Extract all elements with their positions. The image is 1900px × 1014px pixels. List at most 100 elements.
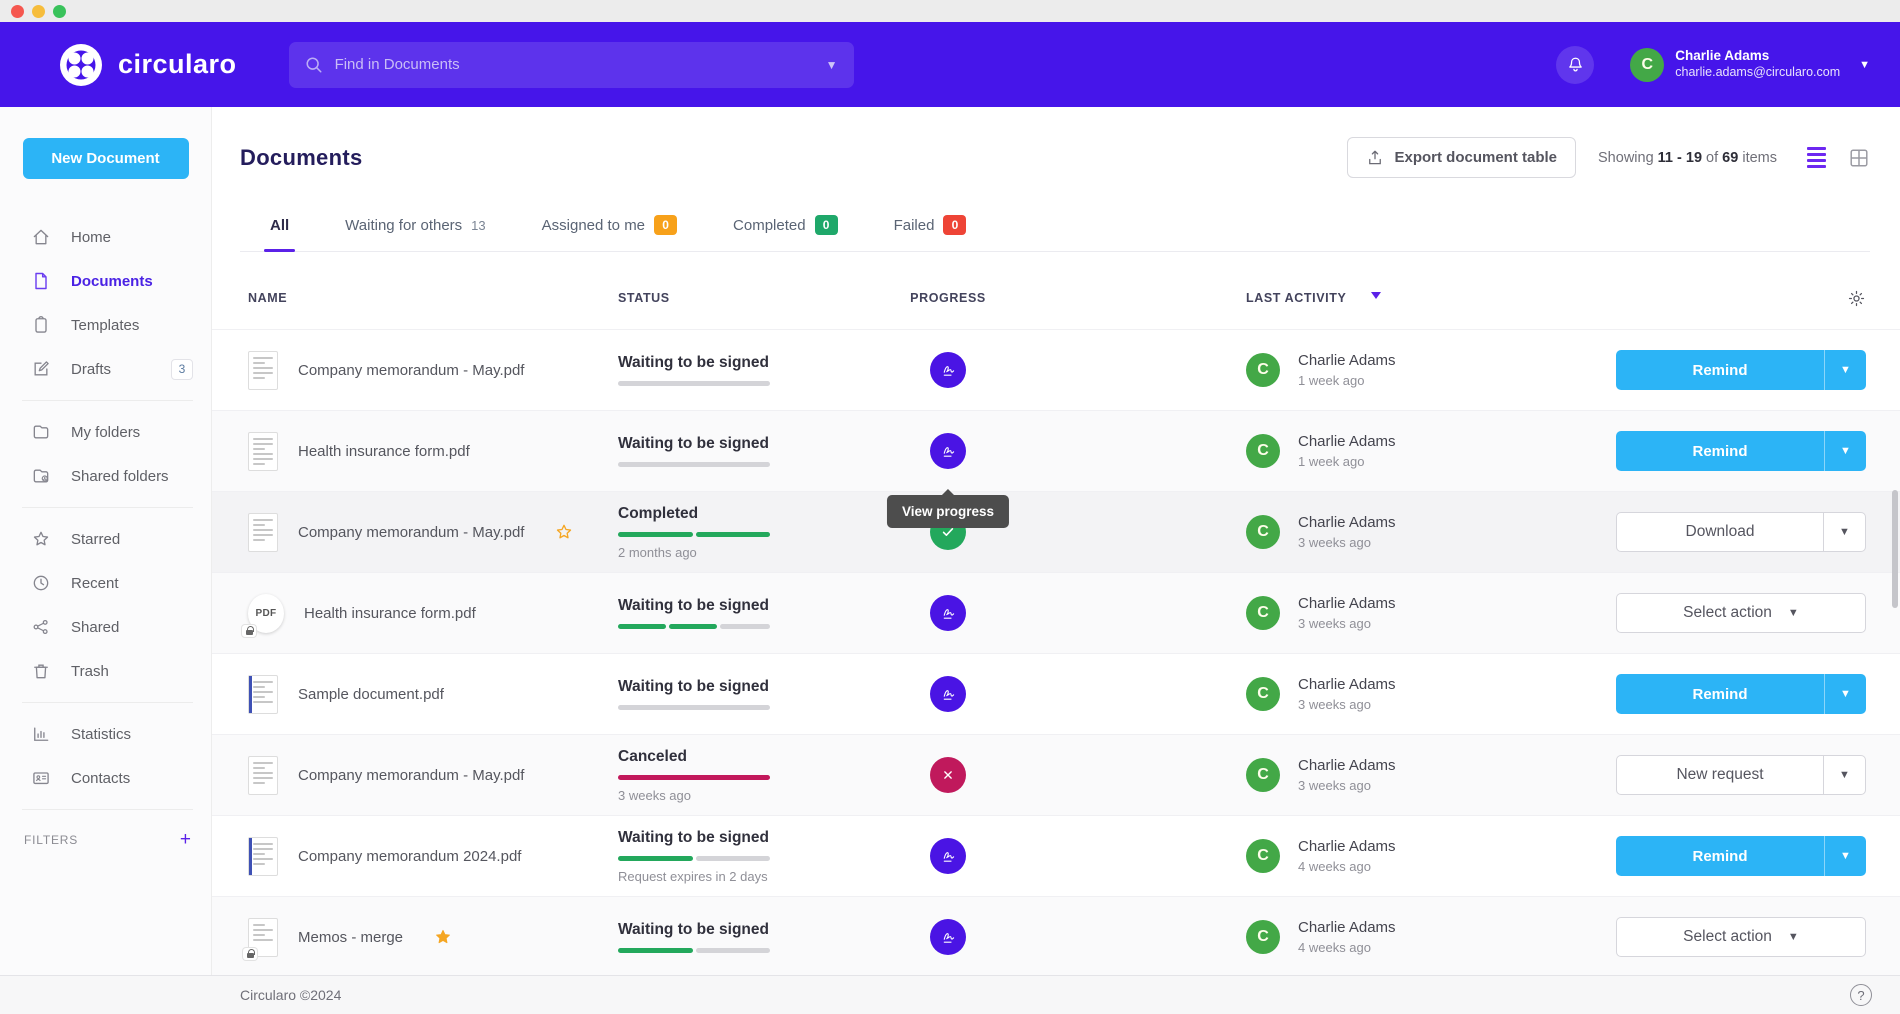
select-action-button[interactable]: Select action ▼ bbox=[1616, 593, 1866, 633]
activity-avatar: C bbox=[1246, 920, 1280, 954]
activity-avatar: C bbox=[1246, 434, 1280, 468]
notifications-button[interactable] bbox=[1556, 45, 1595, 84]
sidebar-item-recent[interactable]: Recent bbox=[0, 561, 211, 605]
signature-progress-icon[interactable] bbox=[930, 838, 966, 874]
remind-button[interactable]: Remind ▼ bbox=[1616, 674, 1866, 714]
sidebar-item-my-folders[interactable]: My folders bbox=[0, 410, 211, 454]
tab-completed[interactable]: Completed 0 bbox=[731, 205, 840, 251]
remind-button[interactable]: Remind ▼ bbox=[1616, 350, 1866, 390]
remind-button[interactable]: Remind ▼ bbox=[1616, 431, 1866, 471]
action-dropdown-caret[interactable]: ▼ bbox=[1823, 756, 1865, 794]
select-action-button[interactable]: Select action ▼ bbox=[1616, 917, 1866, 957]
brand-logo[interactable]: circularo bbox=[58, 42, 237, 88]
table-row[interactable]: Company memorandum - May.pdf Completed 2 … bbox=[212, 491, 1900, 572]
document-name[interactable]: Company memorandum - May.pdf bbox=[298, 361, 525, 379]
action-dropdown-caret[interactable]: ▼ bbox=[1824, 350, 1866, 390]
export-icon bbox=[1369, 150, 1382, 164]
sidebar-item-home[interactable]: Home bbox=[0, 215, 211, 259]
star-filled-icon[interactable] bbox=[433, 927, 453, 947]
scrollbar-thumb[interactable] bbox=[1892, 490, 1898, 608]
document-thumbnail bbox=[248, 431, 278, 471]
tab-assigned-to-me[interactable]: Assigned to me 0 bbox=[540, 205, 679, 251]
sidebar-item-documents[interactable]: Documents bbox=[0, 259, 211, 303]
document-name[interactable]: Sample document.pdf bbox=[298, 685, 444, 703]
star-outline-icon[interactable] bbox=[554, 522, 574, 542]
action-dropdown-caret[interactable]: ▼ bbox=[1823, 513, 1865, 551]
search-input[interactable] bbox=[334, 56, 816, 73]
table-row[interactable]: PDF Health insurance form.pdf Waiting to… bbox=[212, 572, 1900, 653]
footer: Circularo ©2024 ? bbox=[0, 975, 1900, 1014]
activity-user: Charlie Adams bbox=[1298, 757, 1396, 774]
table-settings-gear-icon[interactable] bbox=[1847, 289, 1866, 308]
activity-time: 3 weeks ago bbox=[1298, 697, 1371, 712]
tab-failed[interactable]: Failed 0 bbox=[892, 205, 969, 251]
table-row[interactable]: Company memorandum - May.pdf Waiting to … bbox=[212, 329, 1900, 410]
export-button-label: Export document table bbox=[1394, 149, 1558, 166]
document-name[interactable]: Health insurance form.pdf bbox=[298, 442, 470, 460]
user-email: charlie.adams@circularo.com bbox=[1675, 65, 1841, 80]
status-text: Canceled bbox=[618, 747, 687, 765]
sidebar-item-templates[interactable]: Templates bbox=[0, 303, 211, 347]
tab-waiting-for-others[interactable]: Waiting for others 13 bbox=[345, 216, 486, 234]
status-text: Waiting to be signed bbox=[618, 597, 769, 614]
signature-progress-icon[interactable] bbox=[930, 433, 966, 469]
document-icon bbox=[35, 272, 47, 290]
user-menu[interactable]: C Charlie Adams charlie.adams@circularo.… bbox=[1630, 47, 1870, 82]
document-thumbnail bbox=[248, 512, 278, 552]
activity-time: 3 weeks ago bbox=[1298, 778, 1371, 793]
sort-icon[interactable] bbox=[315, 291, 323, 306]
help-button[interactable]: ? bbox=[1850, 984, 1872, 1006]
signature-progress-icon[interactable] bbox=[930, 676, 966, 712]
sidebar-item-label: Shared bbox=[71, 618, 120, 636]
table-row[interactable]: Company memorandum 2024.pdf Waiting to b… bbox=[212, 815, 1900, 896]
edit-icon bbox=[34, 361, 49, 376]
document-name[interactable]: Health insurance form.pdf bbox=[304, 604, 476, 622]
document-name[interactable]: Company memorandum - May.pdf bbox=[298, 766, 525, 784]
status-subtext: Request expires in 2 days bbox=[618, 868, 768, 884]
action-dropdown-caret[interactable]: ▼ bbox=[1824, 431, 1866, 471]
new-document-button[interactable]: New Document bbox=[22, 138, 189, 179]
column-status[interactable]: STATUS bbox=[618, 291, 670, 305]
action-dropdown-caret[interactable]: ▼ bbox=[1824, 674, 1866, 714]
new-request-button[interactable]: New request ▼ bbox=[1616, 755, 1866, 795]
signature-progress-icon[interactable] bbox=[930, 352, 966, 388]
sidebar-item-shared[interactable]: Shared bbox=[0, 605, 211, 649]
sidebar-item-starred[interactable]: Starred bbox=[0, 517, 211, 561]
column-progress[interactable]: PROGRESS bbox=[910, 291, 986, 305]
signature-progress-icon[interactable] bbox=[930, 919, 966, 955]
contacts-icon bbox=[33, 772, 49, 785]
sidebar-item-trash[interactable]: Trash bbox=[0, 649, 211, 693]
activity-time: 4 weeks ago bbox=[1298, 940, 1371, 955]
column-name[interactable]: NAME bbox=[248, 291, 288, 305]
sidebar-item-contacts[interactable]: Contacts bbox=[0, 756, 211, 800]
document-name[interactable]: Company memorandum 2024.pdf bbox=[298, 847, 522, 865]
table-row[interactable]: Memos - merge Waiting to be signed C Char… bbox=[212, 896, 1900, 975]
download-button[interactable]: Download ▼ bbox=[1616, 512, 1866, 552]
sidebar-item-statistics[interactable]: Statistics bbox=[0, 712, 211, 756]
remind-button[interactable]: Remind ▼ bbox=[1616, 836, 1866, 876]
sidebar-item-drafts[interactable]: Drafts 3 bbox=[0, 347, 211, 391]
search-bar[interactable]: ▼ bbox=[288, 41, 854, 88]
document-name[interactable]: Company memorandum - May.pdf bbox=[298, 523, 525, 541]
grid-view-toggle[interactable] bbox=[1848, 147, 1870, 169]
action-dropdown-caret[interactable]: ▼ bbox=[1824, 836, 1866, 876]
document-name[interactable]: Memos - merge bbox=[298, 928, 404, 946]
add-filter-button[interactable]: + bbox=[179, 829, 191, 850]
activity-time: 1 week ago bbox=[1298, 373, 1365, 388]
table-row[interactable]: Sample document.pdf Waiting to be signed… bbox=[212, 653, 1900, 734]
column-last-activity[interactable]: LAST ACTIVITY bbox=[1246, 291, 1347, 305]
search-scope-dropdown-icon[interactable]: ▼ bbox=[825, 57, 838, 72]
signature-progress-icon[interactable] bbox=[930, 595, 966, 631]
table-row[interactable]: Health insurance form.pdf Waiting to be … bbox=[212, 410, 1900, 528]
window-zoom-button[interactable] bbox=[53, 4, 66, 18]
window-close-button[interactable] bbox=[11, 4, 24, 18]
table-row[interactable]: Company memorandum - May.pdf Canceled 3 w… bbox=[212, 734, 1900, 815]
export-document-table-button[interactable]: Export document table bbox=[1347, 137, 1577, 178]
sidebar-item-label: Home bbox=[71, 228, 112, 246]
tab-all[interactable]: All bbox=[263, 205, 296, 252]
status-text: Waiting to be signed bbox=[618, 921, 769, 938]
sidebar-item-shared-folders[interactable]: Shared folders bbox=[0, 454, 211, 498]
window-minimize-button[interactable] bbox=[32, 4, 45, 18]
list-view-toggle[interactable] bbox=[1807, 147, 1826, 168]
canceled-cross-icon[interactable] bbox=[930, 757, 966, 793]
